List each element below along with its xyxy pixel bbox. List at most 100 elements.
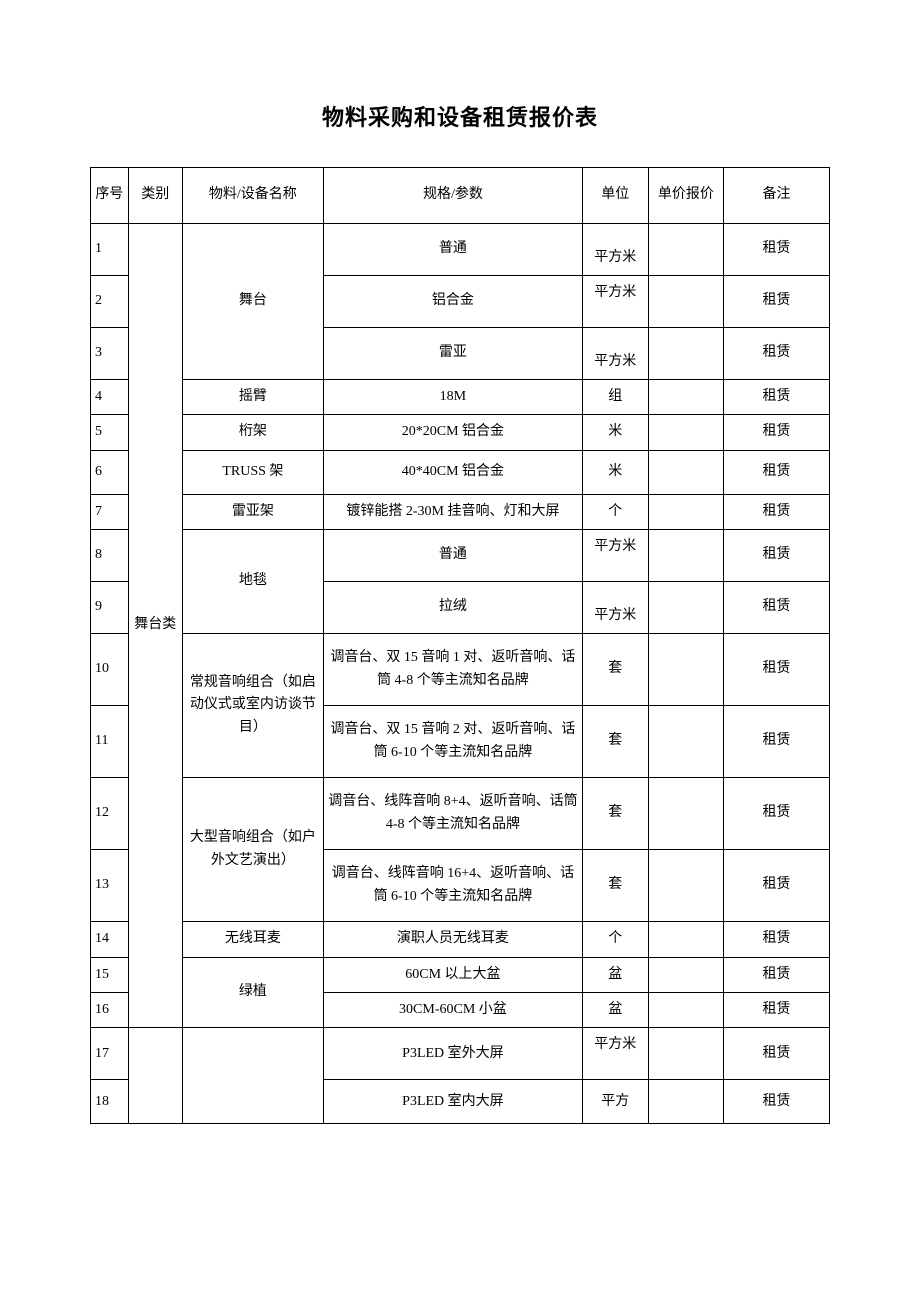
cell-spec: 铝合金	[323, 276, 582, 328]
cell-price	[648, 957, 723, 992]
cell-spec: 40*40CM 铝合金	[323, 450, 582, 494]
cell-note: 租赁	[724, 957, 830, 992]
cell-seq: 9	[91, 582, 129, 634]
cell-note: 租赁	[724, 582, 830, 634]
table-row: 6 TRUSS 架 40*40CM 铝合金 米 租赁	[91, 450, 830, 494]
cell-note: 租赁	[724, 1028, 830, 1080]
header-price: 单价报价	[648, 168, 723, 224]
header-name: 物料/设备名称	[182, 168, 323, 224]
cell-unit: 盆	[582, 992, 648, 1027]
cell-name-empty	[182, 1028, 323, 1124]
cell-seq: 13	[91, 850, 129, 922]
cell-price	[648, 1028, 723, 1080]
cell-unit: 套	[582, 850, 648, 922]
cell-note: 租赁	[724, 415, 830, 450]
cell-seq: 8	[91, 530, 129, 582]
cell-seq: 11	[91, 706, 129, 778]
cell-spec: 调音台、线阵音响 16+4、返听音响、话筒 6-10 个等主流知名品牌	[323, 850, 582, 922]
cell-seq: 18	[91, 1080, 129, 1124]
header-note: 备注	[724, 168, 830, 224]
cell-spec: 普通	[323, 530, 582, 582]
cell-price	[648, 922, 723, 957]
cell-spec: 18M	[323, 380, 582, 415]
cell-category: 舞台类	[128, 224, 182, 1028]
cell-unit: 平方米	[582, 1028, 648, 1080]
table-row: 8 地毯 普通 平方米 租赁	[91, 530, 830, 582]
cell-price	[648, 276, 723, 328]
page-title: 物料采购和设备租赁报价表	[90, 100, 830, 132]
header-unit: 单位	[582, 168, 648, 224]
cell-seq: 16	[91, 992, 129, 1027]
cell-price	[648, 494, 723, 529]
cell-note: 租赁	[724, 380, 830, 415]
cell-spec: 60CM 以上大盆	[323, 957, 582, 992]
cell-category-empty	[128, 1028, 182, 1124]
cell-name: 无线耳麦	[182, 922, 323, 957]
cell-price	[648, 328, 723, 380]
cell-seq: 12	[91, 778, 129, 850]
cell-name: 摇臂	[182, 380, 323, 415]
cell-price	[648, 224, 723, 276]
table-row: 1 舞台类 舞台 普通 平方米 租赁	[91, 224, 830, 276]
cell-price	[648, 706, 723, 778]
cell-seq: 7	[91, 494, 129, 529]
cell-price	[648, 530, 723, 582]
cell-spec: 20*20CM 铝合金	[323, 415, 582, 450]
cell-spec: 镀锌能搭 2-30M 挂音响、灯和大屏	[323, 494, 582, 529]
quotation-table: 序号 类别 物料/设备名称 规格/参数 单位 单价报价 备注 1 舞台类 舞台 …	[90, 167, 830, 1124]
cell-unit: 个	[582, 922, 648, 957]
cell-spec: 调音台、双 15 音响 1 对、返听音响、话筒 4-8 个等主流知名品牌	[323, 634, 582, 706]
cell-price	[648, 992, 723, 1027]
table-row: 7 雷亚架 镀锌能搭 2-30M 挂音响、灯和大屏 个 租赁	[91, 494, 830, 529]
cell-name: 雷亚架	[182, 494, 323, 529]
cell-note: 租赁	[724, 634, 830, 706]
cell-note: 租赁	[724, 530, 830, 582]
cell-seq: 15	[91, 957, 129, 992]
cell-name: TRUSS 架	[182, 450, 323, 494]
cell-name: 地毯	[182, 530, 323, 634]
cell-price	[648, 415, 723, 450]
cell-spec: P3LED 室内大屏	[323, 1080, 582, 1124]
cell-seq: 10	[91, 634, 129, 706]
cell-note: 租赁	[724, 706, 830, 778]
cell-unit: 米	[582, 450, 648, 494]
cell-spec: 调音台、线阵音响 8+4、返听音响、话筒 4-8 个等主流知名品牌	[323, 778, 582, 850]
cell-note: 租赁	[724, 1080, 830, 1124]
cell-spec: 拉绒	[323, 582, 582, 634]
cell-spec: 雷亚	[323, 328, 582, 380]
cell-spec: P3LED 室外大屏	[323, 1028, 582, 1080]
cell-seq: 3	[91, 328, 129, 380]
header-seq: 序号	[91, 168, 129, 224]
cell-spec: 演职人员无线耳麦	[323, 922, 582, 957]
cell-seq: 5	[91, 415, 129, 450]
cell-note: 租赁	[724, 850, 830, 922]
cell-price	[648, 850, 723, 922]
cell-price	[648, 634, 723, 706]
cell-unit: 米	[582, 415, 648, 450]
cell-spec: 调音台、双 15 音响 2 对、返听音响、话筒 6-10 个等主流知名品牌	[323, 706, 582, 778]
table-row: 10 常规音响组合（如启动仪式或室内访谈节目） 调音台、双 15 音响 1 对、…	[91, 634, 830, 706]
cell-note: 租赁	[724, 778, 830, 850]
table-row: 15 绿植 60CM 以上大盆 盆 租赁	[91, 957, 830, 992]
cell-name: 常规音响组合（如启动仪式或室内访谈节目）	[182, 634, 323, 778]
cell-seq: 14	[91, 922, 129, 957]
cell-note: 租赁	[724, 992, 830, 1027]
cell-note: 租赁	[724, 922, 830, 957]
table-row: 4 摇臂 18M 组 租赁	[91, 380, 830, 415]
table-row: 14 无线耳麦 演职人员无线耳麦 个 租赁	[91, 922, 830, 957]
table-header-row: 序号 类别 物料/设备名称 规格/参数 单位 单价报价 备注	[91, 168, 830, 224]
cell-note: 租赁	[724, 276, 830, 328]
cell-unit: 平方米	[582, 276, 648, 328]
cell-name: 舞台	[182, 224, 323, 380]
cell-price	[648, 582, 723, 634]
cell-seq: 17	[91, 1028, 129, 1080]
cell-seq: 2	[91, 276, 129, 328]
cell-note: 租赁	[724, 450, 830, 494]
cell-unit: 套	[582, 634, 648, 706]
cell-name: 大型音响组合（如户外文艺演出）	[182, 778, 323, 922]
cell-spec: 30CM-60CM 小盆	[323, 992, 582, 1027]
cell-unit: 平方米	[582, 582, 648, 634]
cell-unit: 平方米	[582, 328, 648, 380]
cell-spec: 普通	[323, 224, 582, 276]
cell-unit: 平方米	[582, 224, 648, 276]
